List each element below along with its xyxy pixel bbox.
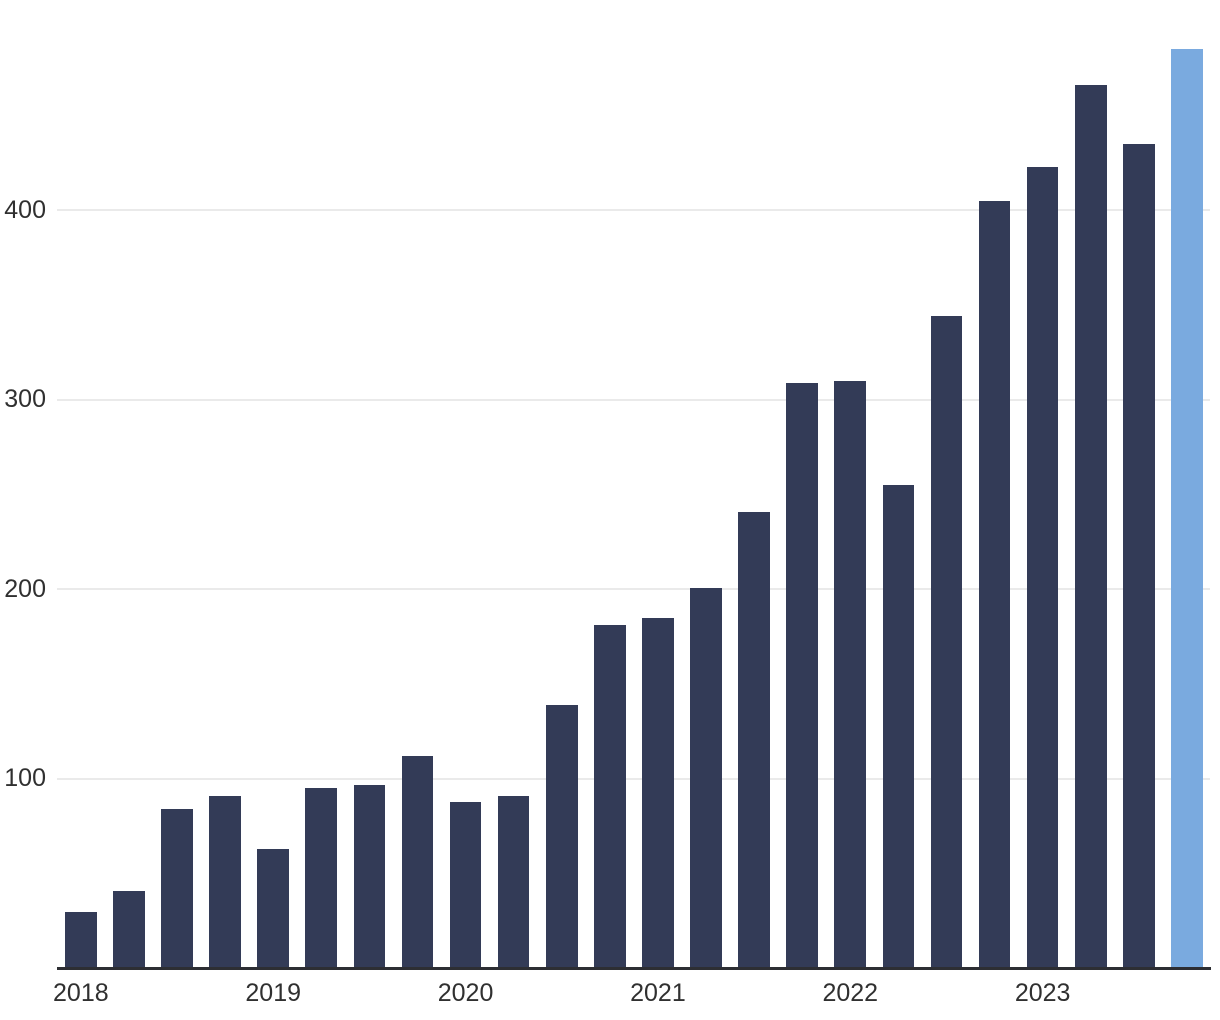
- x-axis-tick-label-2018: 2018: [53, 979, 109, 1007]
- gridline-400: [57, 209, 1210, 212]
- bar-2023-q1: [1026, 166, 1059, 968]
- bar-2023-q2: [1074, 85, 1107, 968]
- bar-2020-q4: [593, 625, 626, 968]
- bar-2022-q4: [978, 200, 1011, 968]
- bar-2023-q3: [1122, 143, 1155, 968]
- bar-2018-q4: [209, 796, 241, 968]
- bar-2022-q3: [930, 316, 963, 968]
- bar-2021-q3: [738, 511, 770, 968]
- x-axis-tick-label-2020: 2020: [437, 979, 494, 1007]
- bar-2019-q1: [257, 849, 290, 968]
- x-axis-tick-label-2021: 2021: [630, 979, 686, 1007]
- y-axis-tick-label-200: 200: [4, 574, 46, 603]
- x-axis-line: [57, 966, 1211, 970]
- x-axis-tick-label-2022: 2022: [822, 979, 879, 1007]
- x-axis-tick-label-2023: 2023: [1014, 979, 1071, 1007]
- bar-2020-q1: [449, 801, 482, 968]
- bar-2021-q2: [690, 587, 722, 968]
- bar-2022-q1: [834, 380, 867, 968]
- y-axis-tick-label-300: 300: [4, 385, 46, 414]
- bar-2020-q3: [545, 705, 578, 968]
- bar-2019-q3: [353, 784, 386, 968]
- bar-2018-q2: [113, 890, 145, 968]
- bar-2022-q2: [882, 485, 915, 968]
- bar-2018-q3: [161, 809, 193, 968]
- x-axis-tick-label-2019: 2019: [245, 979, 302, 1007]
- bar-2018-q1: [65, 911, 97, 968]
- bar-2021-q4: [786, 382, 819, 968]
- gridline-200: [57, 588, 1210, 591]
- y-axis-tick-label-100: 100: [4, 764, 46, 793]
- gridline-300: [57, 398, 1210, 401]
- bar-2019-q2: [305, 788, 338, 968]
- highlight-bar-2023-q4: [1171, 49, 1203, 968]
- gridline-100: [57, 777, 1210, 780]
- bar-2020-q2: [497, 796, 530, 968]
- y-axis-tick-label-400: 400: [4, 195, 46, 224]
- bar-2019-q4: [401, 756, 434, 968]
- bar-2021-q1: [642, 617, 674, 968]
